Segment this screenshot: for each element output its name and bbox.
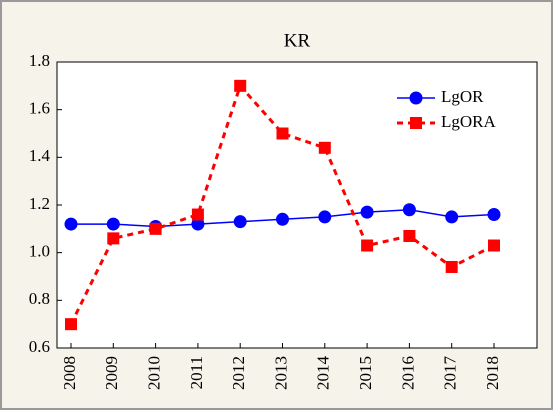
x-tick-label: 2018 [483,356,502,390]
plot-area [56,61,538,349]
marker [402,203,416,217]
y-tick-label: 0.8 [29,289,50,308]
marker [488,239,500,252]
x-tick-label: 2012 [229,356,248,390]
y-tick-label: 1.4 [29,146,51,165]
marker [149,222,162,235]
marker [107,232,120,245]
y-tick-label: 1.6 [29,99,50,118]
y-tick-label: 1.0 [29,242,50,261]
marker [64,217,78,231]
x-tick-label: 2008 [60,356,79,390]
marker [318,141,331,154]
marker [360,205,374,219]
legend-marker [410,117,422,129]
marker [276,212,289,226]
y-tick-label: 1.2 [29,194,50,213]
marker [487,208,501,222]
x-tick-label: 2011 [187,356,206,389]
marker [191,217,205,231]
series-line [69,82,495,325]
legend-marker [409,91,423,105]
y-tick-label: 1.8 [29,51,50,70]
legend-label: LgOR [441,87,484,106]
marker [445,260,458,273]
x-tick-label: 2010 [145,356,164,390]
chart-title: KR [284,30,311,51]
marker [445,210,459,224]
x-tick-label: 2017 [441,356,460,391]
marker [276,127,289,140]
marker [403,229,416,242]
y-tick-label: 0.6 [29,337,50,356]
marker [65,318,77,331]
x-tick-label: 2014 [314,356,333,391]
marker [233,215,247,229]
x-tick-label: 2016 [398,356,417,390]
marker [318,210,332,224]
marker [361,239,374,252]
marker [106,217,120,231]
legend-label: LgORA [441,112,497,131]
x-tick-label: 2009 [102,356,121,390]
marker [234,79,247,92]
x-tick-label: 2015 [356,356,375,390]
marker [191,208,204,221]
x-tick-label: 2013 [271,356,290,390]
